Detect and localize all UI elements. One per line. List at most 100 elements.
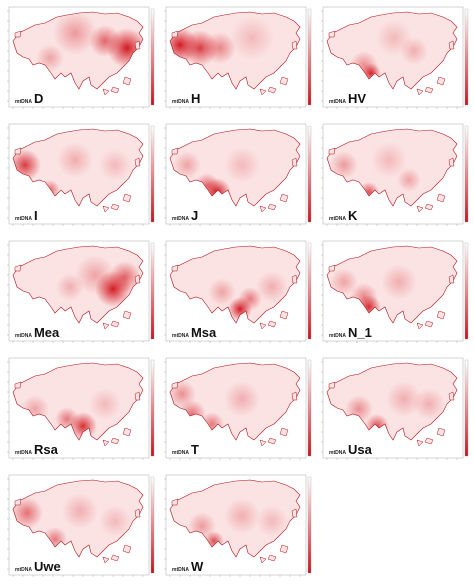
colorbar [307,242,312,340]
island [134,391,141,401]
island [122,193,132,203]
mtdna-prefix: mtDNA [15,216,32,222]
density-hotspot [89,388,121,420]
island [134,274,141,284]
island [102,556,110,564]
eurasia-density-map [321,123,469,226]
island [279,310,289,320]
island [122,76,132,86]
map-panel-j: mtDNA J [162,120,314,232]
density-hotspot [350,51,378,79]
mtdna-prefix: mtDNA [172,567,189,573]
island [171,498,179,506]
island [102,205,110,213]
island [448,391,455,401]
island [291,508,298,518]
island [134,157,141,167]
island [259,439,267,447]
island [291,40,298,50]
density-hotspot [99,149,131,181]
island [279,427,289,437]
coastline [169,245,301,324]
density-hotspot [208,278,236,306]
island [424,203,434,211]
island [14,30,22,38]
axes-frame [322,6,464,108]
map-panel-h: mtDNA H [162,3,314,115]
axes-frame [8,6,150,108]
island [122,310,132,320]
island [279,544,289,554]
density-hotspot [36,44,64,72]
map-panel-usa: mtDNA Usa [319,354,471,466]
haplogroup-label: mtDNA Usa [329,443,372,456]
density-hotspot [330,151,358,179]
haplogroup-label: mtDNA Mea [15,326,59,339]
haplogroup-label: mtDNA N_1 [329,326,372,339]
density-hotspot [256,505,288,537]
island [267,86,277,94]
island [14,381,22,389]
island [14,147,22,155]
haplogroup-name: J [190,208,199,223]
haplogroup-name: T [190,442,199,457]
haplogroup-name: Mea [33,325,60,340]
colorbar [150,359,155,457]
density-hotspot [371,142,407,178]
coastline [169,479,301,558]
island [134,508,141,518]
island [279,76,289,86]
island [416,205,424,213]
map-panel-rsa: mtDNA Rsa [5,354,157,466]
colorbar [464,8,469,106]
haplogroup-label: mtDNA D [15,92,43,105]
island [110,554,120,562]
density-hotspot [57,142,93,178]
density-hotspot [224,381,260,417]
density-hotspot [13,149,41,181]
map-panel-k: mtDNA K [319,120,471,232]
mtdna-prefix: mtDNA [15,450,32,456]
haplogroup-label: mtDNA Rsa [15,443,58,456]
haplogroup-name: Msa [190,325,217,340]
island [291,274,298,284]
eurasia-density-map [164,357,312,460]
island [134,40,141,50]
density-hotspot [376,20,412,56]
haplogroup-name: I [33,208,38,223]
density-hotspot [75,255,115,295]
eurasia-density-map [164,6,312,109]
island [259,556,267,564]
coastline [326,128,458,207]
mtdna-prefix: mtDNA [172,450,189,456]
eurasia-density-map [164,123,312,226]
map-panel-t: mtDNA T [162,354,314,466]
mtdna-prefix: mtDNA [329,450,346,456]
eurasia-density-map [321,6,469,109]
haplogroup-name: H [190,91,201,106]
island [416,322,424,330]
density-hotspot [256,271,288,303]
coastline [12,479,144,558]
colorbar [464,359,469,457]
haplogroup-name: Uwe [33,559,61,574]
island [122,427,132,437]
density-hotspot [359,182,379,202]
axes-frame [165,123,307,225]
density-hotspot [230,16,274,60]
axes-frame [322,240,464,342]
island [259,322,267,330]
density-hotspot [62,493,98,529]
density-hotspot [397,168,421,192]
island [424,320,434,328]
haplogroup-label: mtDNA HV [329,92,366,105]
island [291,391,298,401]
mtdna-prefix: mtDNA [329,216,346,222]
island [14,498,22,506]
density-hotspot [40,180,60,200]
eurasia-density-map [7,474,155,577]
island [102,439,110,447]
island [436,310,446,320]
eurasia-density-map [7,6,155,109]
island [14,264,22,272]
